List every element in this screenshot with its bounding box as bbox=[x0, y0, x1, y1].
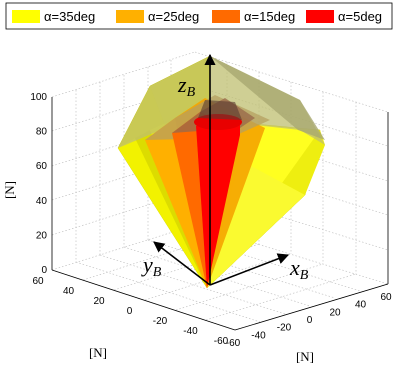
x-tick-0: 0 bbox=[307, 315, 313, 326]
x-tick-40: 40 bbox=[355, 300, 367, 311]
legend-swatch-5 bbox=[306, 10, 334, 23]
y-tick--40: -40 bbox=[183, 326, 198, 337]
x-tick--20: -20 bbox=[277, 323, 292, 334]
x-tick-20: 20 bbox=[329, 307, 341, 318]
z-label: zB bbox=[177, 72, 196, 100]
y-tick--60: -60 bbox=[214, 336, 229, 347]
x-label: xB bbox=[289, 255, 309, 283]
y-unit-label: [N] bbox=[89, 345, 107, 360]
surface-alpha-5 bbox=[194, 100, 242, 288]
z-tick-100: 100 bbox=[30, 92, 47, 103]
y-tick-0: 0 bbox=[127, 306, 133, 317]
y-tick-labels: -60 -40 -20 0 20 40 60 bbox=[32, 276, 228, 347]
z-tick-20: 20 bbox=[36, 230, 48, 241]
x-tick--40: -40 bbox=[251, 330, 266, 341]
x-tick-labels: -60 -40 -20 0 20 40 60 bbox=[226, 292, 392, 349]
y-tick--20: -20 bbox=[153, 316, 168, 327]
z-unit-label: [N] bbox=[2, 181, 17, 199]
legend-label-15: α=15deg bbox=[244, 9, 295, 24]
legend-label-25: α=25deg bbox=[148, 9, 199, 24]
z-tick-60: 60 bbox=[36, 161, 48, 172]
legend-swatch-35 bbox=[12, 10, 40, 23]
x-tick--60: -60 bbox=[226, 338, 241, 349]
z-tick-80: 80 bbox=[36, 127, 48, 138]
x-tick-60: 60 bbox=[380, 292, 392, 303]
z-tick-0: 0 bbox=[41, 265, 47, 276]
legend-label-35: α=35deg bbox=[44, 9, 95, 24]
z-tick-labels: 0 20 40 60 80 100 bbox=[30, 92, 47, 276]
legend-swatch-25 bbox=[116, 10, 144, 23]
y-arrow bbox=[153, 241, 211, 286]
legend-label-5: α=5deg bbox=[338, 9, 382, 24]
y-tick-40: 40 bbox=[63, 286, 75, 297]
y-tick-20: 20 bbox=[93, 296, 105, 307]
y-label: yB bbox=[141, 252, 162, 280]
legend: α=35deg α=25deg α=15deg α=5deg bbox=[5, 2, 393, 30]
body-frame: zB xB yB bbox=[141, 53, 309, 286]
y-tick-60: 60 bbox=[32, 276, 44, 287]
x-unit-label: [N] bbox=[296, 349, 314, 364]
legend-swatch-15 bbox=[212, 10, 240, 23]
z-tick-40: 40 bbox=[36, 196, 48, 207]
axes-frame bbox=[51, 97, 389, 331]
x-arrow bbox=[209, 253, 290, 286]
